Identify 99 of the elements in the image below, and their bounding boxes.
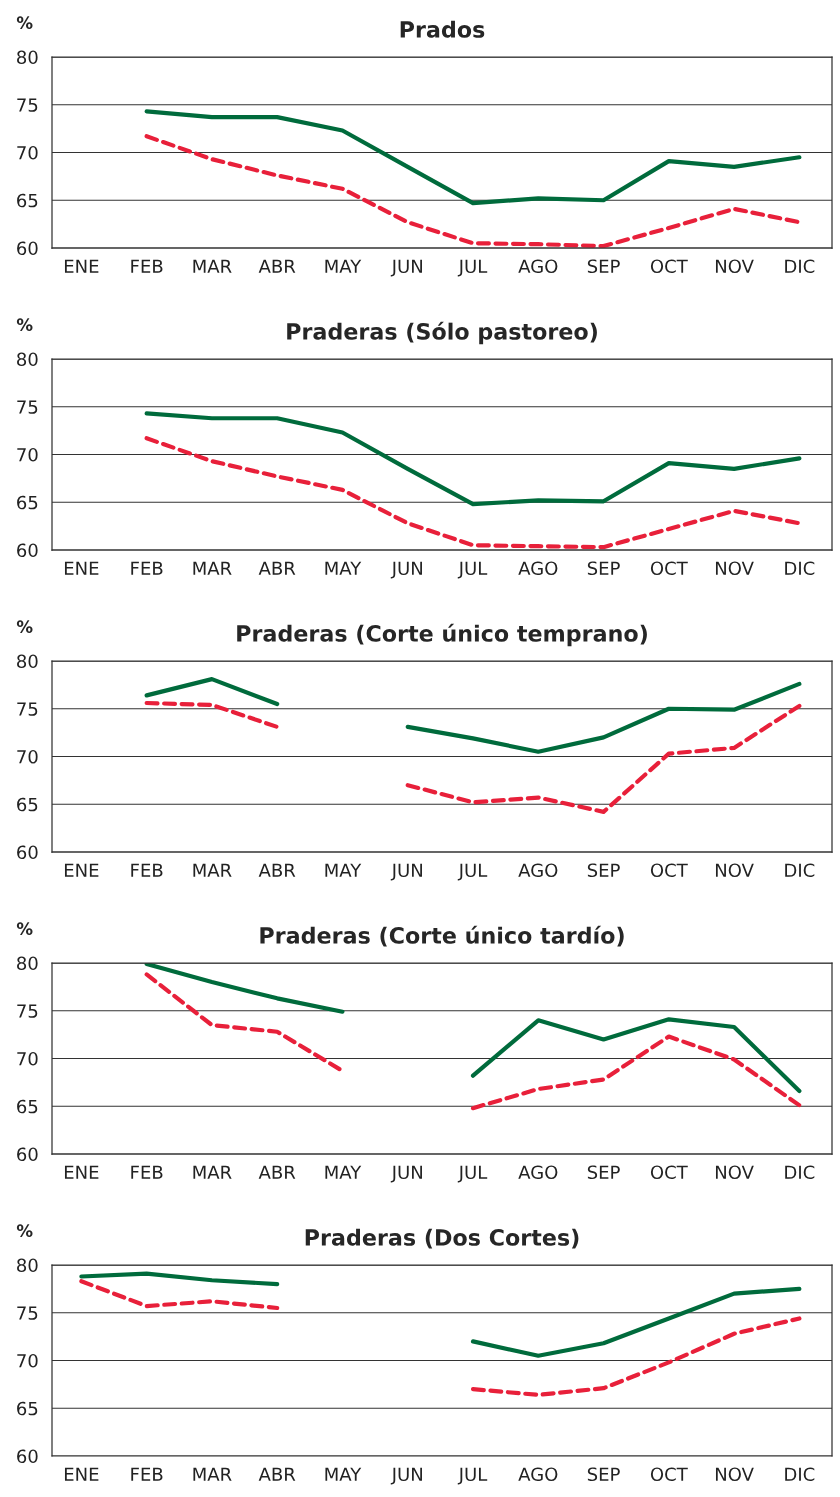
y-axis-title: % — [16, 318, 33, 331]
x-tick-label: MAY — [325, 863, 362, 877]
x-tick-label: MAR — [193, 1467, 232, 1481]
x-tick-label: NOV — [715, 1467, 754, 1482]
y-tick-label: 75 — [17, 98, 38, 112]
x-tick-label: DIC — [785, 1165, 815, 1180]
x-tick-label: FEB — [131, 561, 163, 575]
y-tick-label: 65 — [17, 193, 38, 208]
x-tick-label: DIC — [785, 863, 815, 878]
x-tick-label: SEP — [587, 1165, 620, 1180]
x-tick-label: OCT — [650, 1165, 688, 1180]
y-tick-label: 65 — [17, 1099, 38, 1114]
x-tick-label: AGO — [518, 259, 558, 274]
y-tick-label: 75 — [17, 702, 38, 716]
y-axis-title: % — [16, 16, 33, 29]
x-tick-label: AGO — [518, 1467, 558, 1482]
y-tick-label: 80 — [17, 654, 38, 669]
x-tick-label: AGO — [518, 863, 558, 878]
y-tick-label: 80 — [17, 352, 38, 367]
y-tick-label: 70 — [17, 145, 38, 160]
x-tick-label: JUN — [390, 259, 422, 277]
y-tick-label: 80 — [17, 956, 38, 971]
y-tick-label: 80 — [17, 50, 38, 65]
x-tick-label: AGO — [518, 561, 558, 576]
chart-title: Praderas (Sólo pastoreo) — [287, 321, 597, 345]
x-tick-label: SEP — [587, 1467, 620, 1482]
chart-title: Praderas (Corte único temprano) — [237, 623, 647, 647]
y-tick-label: 70 — [17, 1051, 38, 1066]
x-tick-label: MAY — [325, 1467, 362, 1481]
x-tick-label: JUN — [390, 1467, 422, 1485]
x-tick-label: ENE — [64, 259, 99, 273]
x-tick-label: OCT — [650, 863, 688, 878]
y-tick-label: 80 — [17, 1258, 38, 1273]
y-tick-label: 60 — [17, 845, 38, 860]
x-tick-label: NOV — [715, 1165, 754, 1180]
x-tick-label: MAR — [193, 863, 232, 877]
line-series — [144, 109, 802, 206]
chart-title: Prados — [400, 20, 485, 38]
x-tick-label: JUN — [390, 1165, 422, 1183]
x-tick-label: OCT — [650, 1467, 688, 1482]
x-tick-label: JUL — [457, 863, 488, 881]
y-tick-label: 65 — [17, 1401, 38, 1416]
line-series — [144, 411, 802, 507]
x-tick-label: MAR — [193, 259, 232, 273]
y-axis-title: % — [16, 1224, 33, 1237]
x-tick-label: SEP — [587, 259, 620, 274]
x-tick-label: DIC — [785, 1467, 815, 1482]
x-tick-label: DIC — [785, 259, 815, 274]
y-tick-label: 70 — [17, 447, 38, 462]
y-tick-label: 75 — [17, 400, 38, 414]
x-tick-label: JUL — [457, 259, 488, 277]
x-tick-label: ENE — [64, 1467, 99, 1481]
x-tick-label: ENE — [64, 561, 99, 575]
x-tick-label: FEB — [131, 1165, 163, 1179]
y-tick-label: 70 — [17, 1353, 38, 1368]
y-tick-label: 75 — [17, 1004, 38, 1018]
x-tick-label: MAY — [325, 259, 362, 273]
x-tick-label: MAR — [193, 561, 232, 575]
y-axis-title: % — [16, 620, 33, 633]
x-tick-label: JUL — [457, 561, 488, 579]
x-tick-label: NOV — [715, 259, 754, 274]
x-tick-label: JUN — [390, 561, 422, 579]
y-tick-label: 75 — [17, 1306, 38, 1320]
x-tick-label: NOV — [715, 561, 754, 576]
x-tick-label: ABR — [258, 561, 296, 575]
y-tick-label: 60 — [17, 1449, 38, 1464]
y-axis-title: % — [16, 922, 33, 935]
line-series — [144, 436, 802, 550]
x-tick-label: OCT — [650, 561, 688, 576]
x-tick-label: JUN — [390, 863, 422, 881]
x-tick-label: NOV — [715, 863, 754, 878]
x-tick-label: ABR — [258, 259, 296, 273]
y-tick-label: 60 — [17, 241, 38, 256]
y-tick-label: 60 — [17, 543, 38, 558]
x-tick-label: MAR — [193, 1165, 232, 1179]
y-tick-label: 65 — [17, 495, 38, 510]
x-tick-label: AGO — [518, 1165, 558, 1180]
x-tick-label: MAY — [325, 561, 362, 575]
x-tick-label: JUL — [457, 1165, 488, 1183]
chart-title: Praderas (Corte único tardío) — [260, 925, 624, 947]
y-tick-label: 65 — [17, 797, 38, 812]
x-tick-label: MAY — [325, 1165, 362, 1179]
x-tick-label: FEB — [131, 259, 163, 273]
x-tick-label: DIC — [785, 561, 815, 576]
chart-title: Praderas (Dos Cortes) — [305, 1228, 579, 1249]
x-tick-label: ABR — [258, 1467, 296, 1481]
x-tick-label: FEB — [131, 863, 163, 877]
x-tick-label: ENE — [64, 1165, 99, 1179]
y-tick-label: 60 — [17, 1147, 38, 1162]
x-tick-label: SEP — [587, 561, 620, 576]
line-series — [144, 134, 802, 248]
x-tick-label: SEP — [587, 863, 620, 878]
x-tick-label: ABR — [258, 863, 296, 877]
x-tick-label: FEB — [131, 1467, 163, 1481]
x-tick-label: OCT — [650, 259, 688, 274]
y-tick-label: 70 — [17, 749, 38, 764]
x-tick-label: ABR — [258, 1165, 296, 1179]
x-tick-label: ENE — [64, 863, 99, 877]
x-tick-label: JUL — [457, 1467, 488, 1485]
